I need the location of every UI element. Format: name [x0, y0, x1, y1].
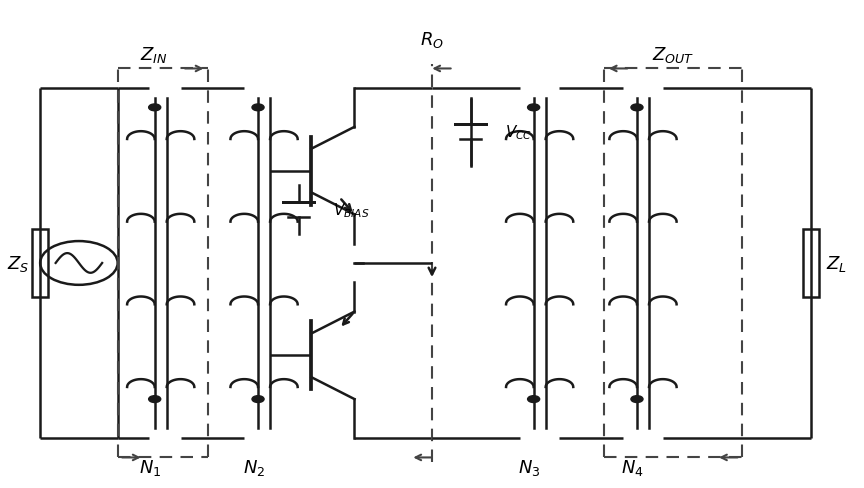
Circle shape	[149, 396, 161, 403]
Text: $Z_{IN}$: $Z_{IN}$	[141, 45, 168, 65]
Text: $N_4$: $N_4$	[621, 457, 644, 477]
Circle shape	[631, 396, 643, 403]
Circle shape	[528, 396, 540, 403]
Text: $V_{BIAS}$: $V_{BIAS}$	[333, 201, 370, 220]
Text: $N_1$: $N_1$	[139, 457, 162, 477]
Circle shape	[149, 105, 161, 112]
Circle shape	[252, 105, 264, 112]
Bar	[32, 229, 48, 297]
Text: $V_{CC}$: $V_{CC}$	[505, 123, 532, 142]
Bar	[804, 229, 819, 297]
Text: $N_3$: $N_3$	[518, 457, 541, 477]
Circle shape	[631, 105, 643, 112]
Text: $Z_L$: $Z_L$	[826, 253, 848, 273]
Text: $R_O$: $R_O$	[420, 30, 444, 50]
Text: $N_2$: $N_2$	[243, 457, 265, 477]
Circle shape	[528, 105, 540, 112]
Text: $Z_S$: $Z_S$	[8, 253, 29, 273]
Circle shape	[252, 396, 264, 403]
Text: $Z_{OUT}$: $Z_{OUT}$	[652, 45, 695, 65]
